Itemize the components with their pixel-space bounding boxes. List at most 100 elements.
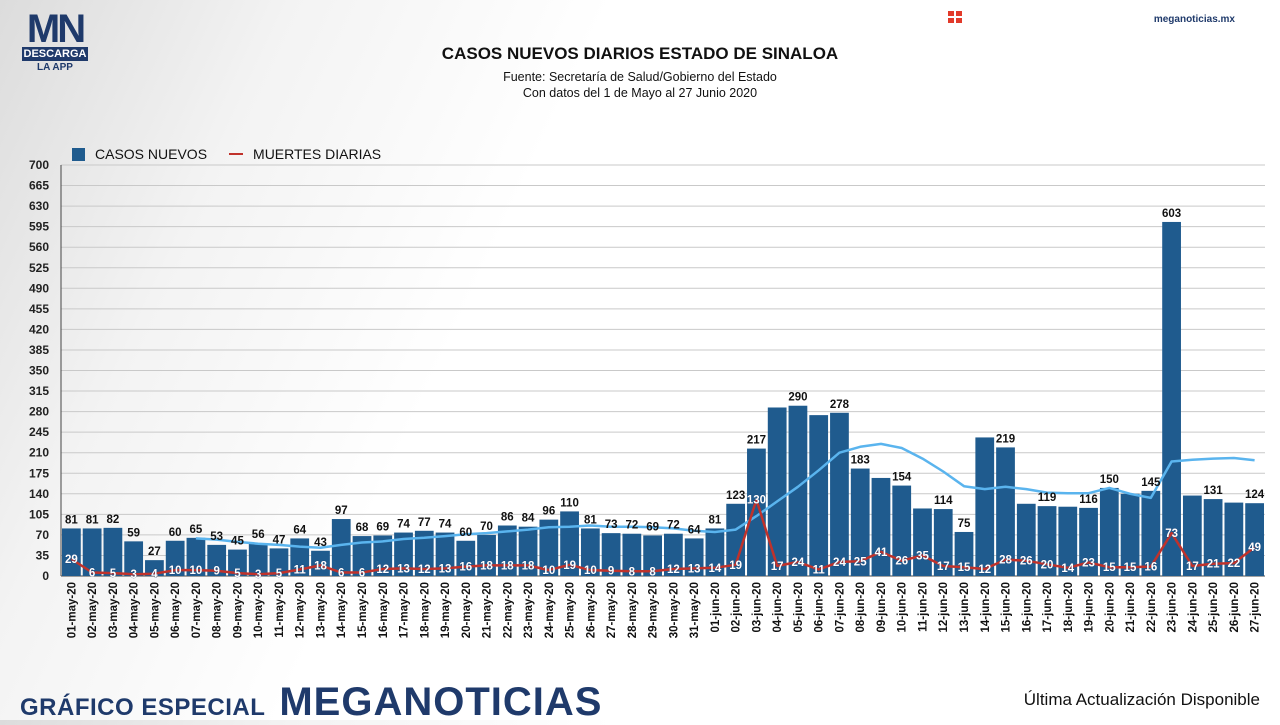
x-tick-label: 02-may-20 [87, 582, 99, 638]
bar-value-label: 73 [605, 519, 618, 531]
death-value-label: 10 [169, 565, 182, 577]
death-value-label: 23 [1082, 557, 1095, 569]
bar [975, 437, 995, 576]
bar [269, 548, 289, 576]
x-tick-label: 27-may-20 [606, 582, 618, 638]
death-value-label: 6 [89, 567, 95, 579]
logo-app-label: LA APP [37, 62, 73, 73]
bar-value-label: 119 [1038, 492, 1057, 504]
death-value-label: 14 [1061, 563, 1074, 575]
bar [871, 477, 891, 576]
death-value-label: 18 [501, 560, 514, 572]
x-tick-label: 03-jun-20 [751, 582, 763, 633]
death-value-label: 26 [895, 556, 908, 568]
y-tick-label: 105 [29, 507, 49, 521]
bar [664, 533, 683, 576]
death-value-label: 41 [875, 547, 888, 559]
bar [788, 405, 808, 576]
bar-value-label: 290 [788, 392, 807, 404]
y-tick-label: 665 [29, 179, 49, 193]
bar-value-label: 56 [252, 529, 265, 541]
death-value-label: 14 [708, 563, 721, 575]
x-tick-label: 13-jun-20 [959, 582, 971, 633]
bar-value-label: 43 [314, 537, 327, 549]
bar [1203, 499, 1223, 576]
bar-value-label: 603 [1162, 208, 1181, 220]
legend-swatch-deaths [229, 153, 244, 155]
bar-value-label: 74 [439, 519, 452, 531]
bar-value-label: 70 [480, 521, 493, 533]
bar-value-label: 154 [892, 472, 912, 484]
chart-subtitle-range: Con datos del 1 de Mayo al 27 Junio 2020 [522, 86, 758, 100]
bar-value-label: 65 [190, 524, 203, 536]
bar [1141, 490, 1161, 576]
death-value-label: 8 [649, 566, 656, 578]
bar-value-label: 64 [688, 524, 701, 536]
bar-value-label: 27 [148, 546, 161, 558]
death-value-label: 16 [1144, 562, 1157, 574]
x-tick-label: 13-may-20 [315, 582, 327, 638]
death-value-label: 24 [792, 557, 805, 569]
x-tick-label: 15-jun-20 [1001, 582, 1013, 633]
bar [1162, 221, 1181, 576]
x-tick-label: 16-jun-20 [1021, 582, 1033, 633]
bar [62, 528, 81, 576]
y-tick-label: 175 [29, 466, 49, 480]
bar [809, 415, 829, 576]
x-tick-label: 12-may-20 [295, 582, 307, 638]
y-tick-label: 560 [29, 240, 49, 254]
y-tick-label: 525 [29, 261, 49, 275]
x-tick-label: 27-jun-20 [1250, 582, 1262, 633]
death-value-label: 10 [190, 565, 203, 577]
bar-value-label: 150 [1100, 474, 1119, 486]
death-value-label: 3 [130, 569, 136, 581]
death-value-label: 26 [1020, 556, 1033, 568]
x-tick-label: 28-may-20 [627, 582, 639, 638]
chart-legend: CASOS NUEVOS MUERTES DIARIAS [72, 146, 381, 162]
x-tick-label: 09-jun-20 [876, 582, 888, 633]
bar [767, 407, 787, 576]
y-tick-label: 280 [29, 405, 49, 419]
death-value-label: 12 [376, 564, 389, 576]
death-value-label: 5 [110, 568, 117, 580]
footer-brand-name: MEGANOTICIAS [279, 680, 603, 724]
death-value-label: 16 [459, 562, 472, 574]
bar-value-label: 145 [1141, 477, 1161, 489]
legend-label-deaths: MUERTES DIARIAS [253, 146, 382, 162]
bar-value-label: 183 [851, 455, 870, 467]
x-tick-label: 29-may-20 [648, 582, 660, 638]
x-tick-label: 22-may-20 [502, 582, 514, 638]
bar [352, 536, 372, 576]
deaths-line [70, 498, 1256, 576]
x-tick-label: 06-may-20 [170, 582, 182, 638]
y-tick-label: 35 [36, 548, 50, 562]
x-tick-label: 11-jun-20 [917, 582, 929, 632]
bar [518, 526, 538, 576]
bar [830, 412, 849, 576]
logo-download-label: DESCARGA [22, 47, 88, 61]
death-value-label: 130 [747, 495, 766, 507]
death-value-label: 9 [213, 566, 219, 578]
bar [331, 519, 351, 576]
death-value-label: 19 [729, 560, 742, 572]
death-value-label: 5 [276, 568, 283, 580]
y-tick-label: 700 [29, 158, 49, 172]
bar [539, 519, 559, 576]
death-value-label: 9 [608, 566, 614, 578]
death-value-label: 12 [418, 564, 431, 576]
grid-icon [948, 11, 964, 25]
bar-value-label: 81 [86, 514, 99, 526]
x-tick-label: 07-may-20 [191, 582, 203, 638]
bar [124, 541, 144, 576]
bar-value-label: 59 [127, 527, 140, 539]
bar [913, 508, 932, 576]
y-tick-label: 595 [29, 220, 49, 234]
death-value-label: 18 [314, 560, 327, 572]
bar [248, 543, 268, 576]
bar-value-label: 64 [293, 524, 306, 536]
bar-value-label: 219 [996, 433, 1015, 445]
death-value-label: 22 [1227, 558, 1240, 570]
footer-brand: GRÁFICO ESPECIAL MEGANOTICIAS [20, 680, 602, 725]
death-value-label: 18 [522, 560, 535, 572]
bar [747, 448, 766, 576]
